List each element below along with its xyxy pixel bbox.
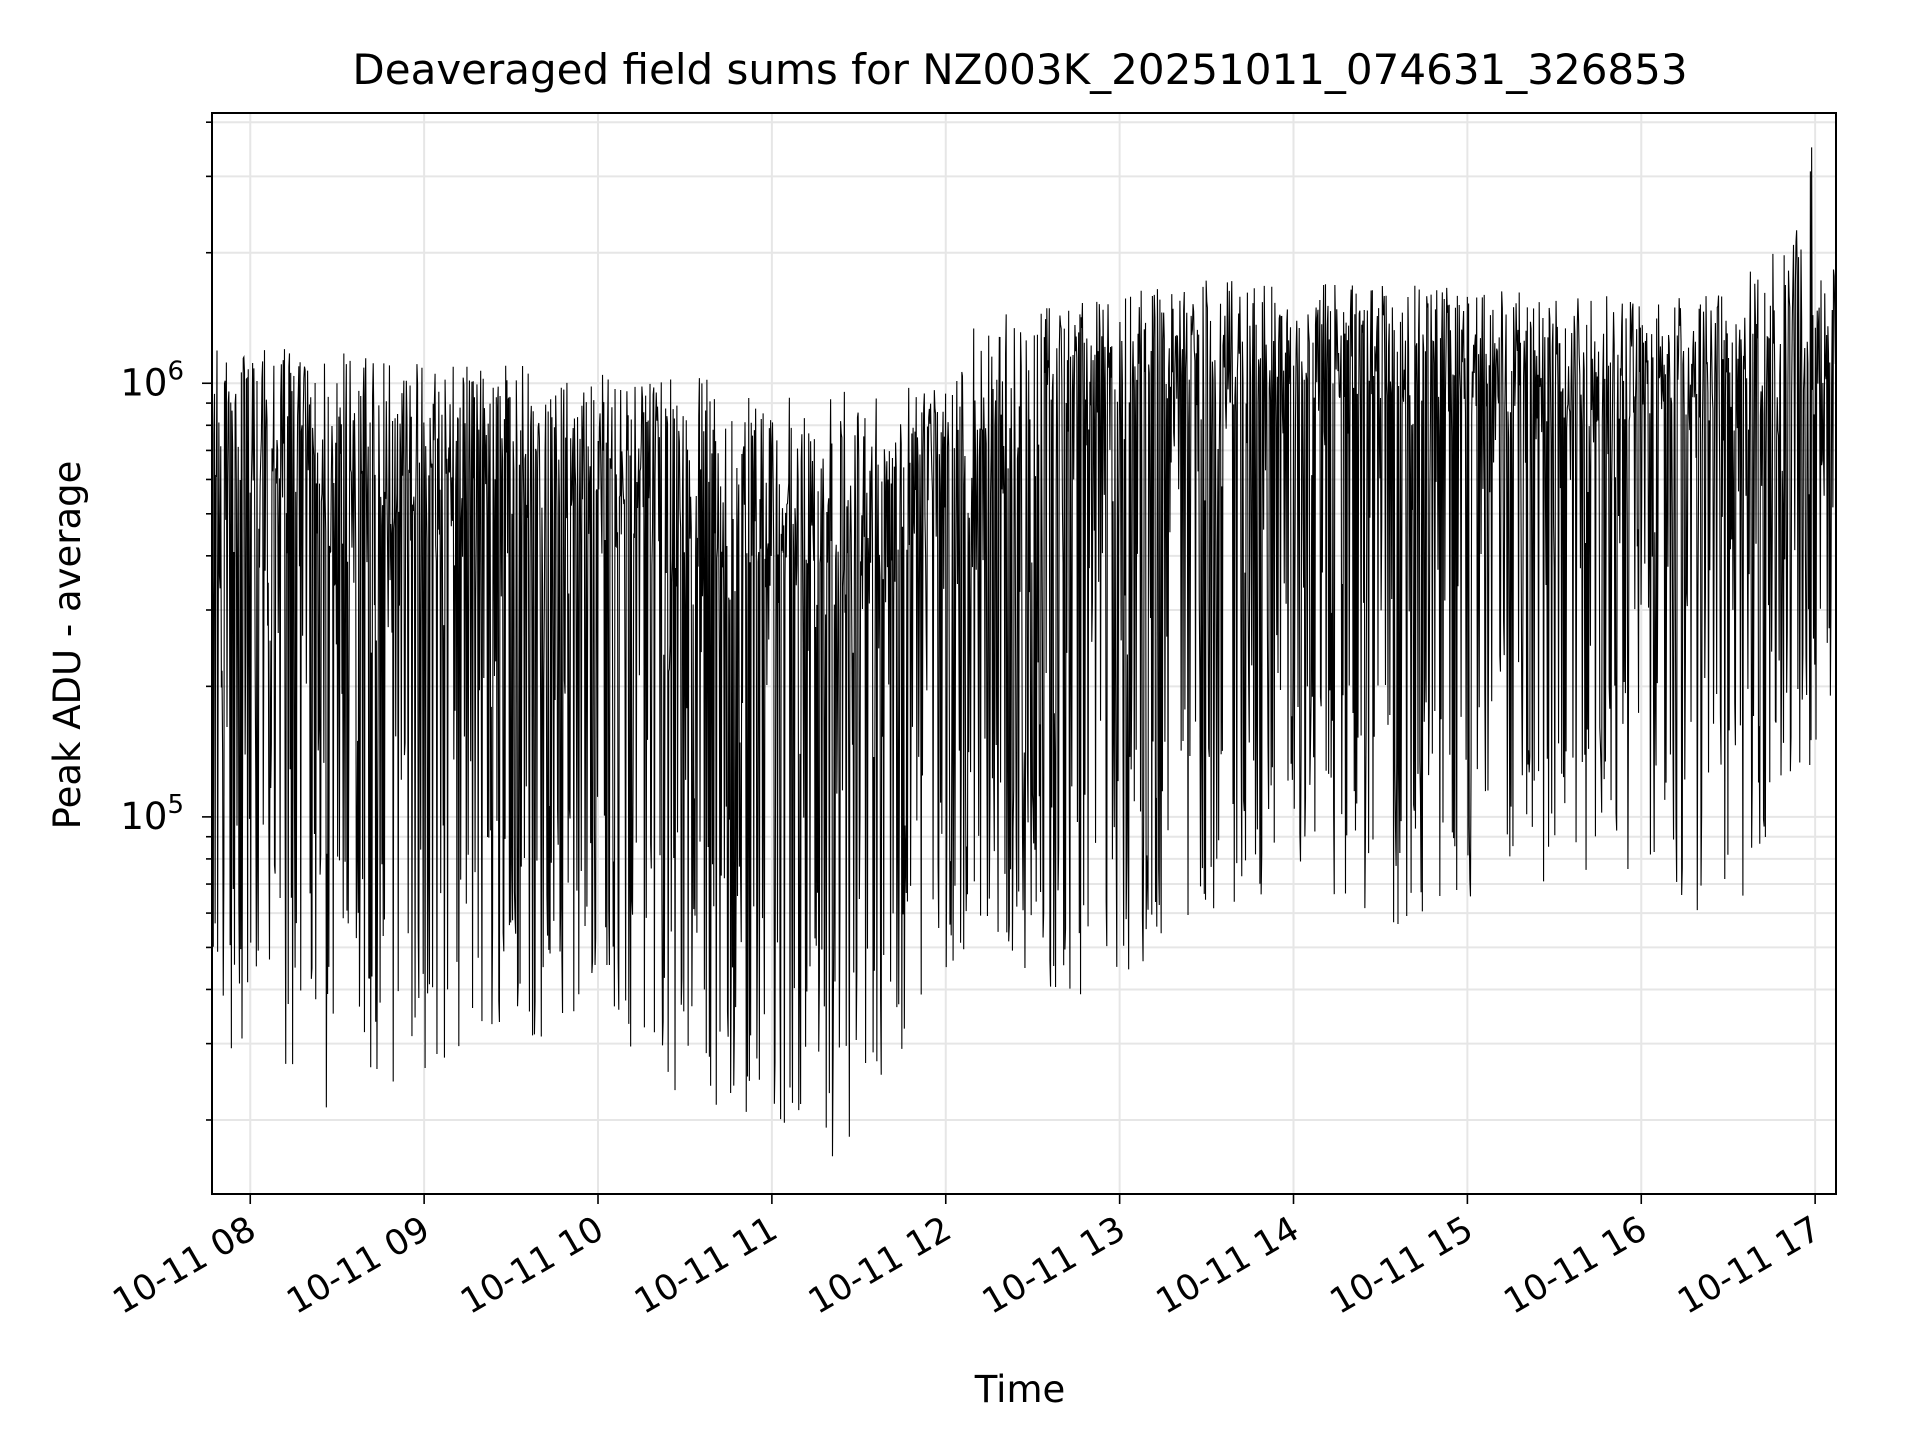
- x-tick-label: 10-11 10: [454, 1209, 610, 1322]
- x-tick-label: 10-11 12: [802, 1209, 958, 1322]
- y-axis-label: Peak ADU - average: [46, 461, 89, 830]
- data-series: [211, 147, 1837, 1157]
- x-tick-label: 10-11 14: [1150, 1209, 1306, 1322]
- y-tick-label: 105: [120, 790, 184, 838]
- x-tick-label: 10-11 13: [976, 1209, 1132, 1322]
- x-tick-label: 10-11 16: [1497, 1209, 1653, 1322]
- x-tick-label: 10-11 15: [1324, 1209, 1480, 1322]
- x-tick-label: 10-11 11: [628, 1209, 784, 1322]
- plot-frame: [211, 112, 1837, 1195]
- x-tick-label: 10-11 09: [280, 1209, 436, 1322]
- y-axis-ticks: 105 106: [120, 121, 212, 1121]
- x-tick-label: 10-11 08: [106, 1209, 262, 1322]
- chart-title: Deaveraged field sums for NZ003K_2025101…: [352, 45, 1687, 94]
- y-tick-label: 106: [120, 356, 184, 404]
- x-axis-ticks: 10-11 08 10-11 09 10-11 10 10-11 11 10-11 12…: [106, 1194, 1828, 1322]
- data-line: [211, 147, 1837, 1157]
- x-axis-label: Time: [974, 1368, 1066, 1411]
- x-tick-label: 10-11 17: [1671, 1209, 1827, 1322]
